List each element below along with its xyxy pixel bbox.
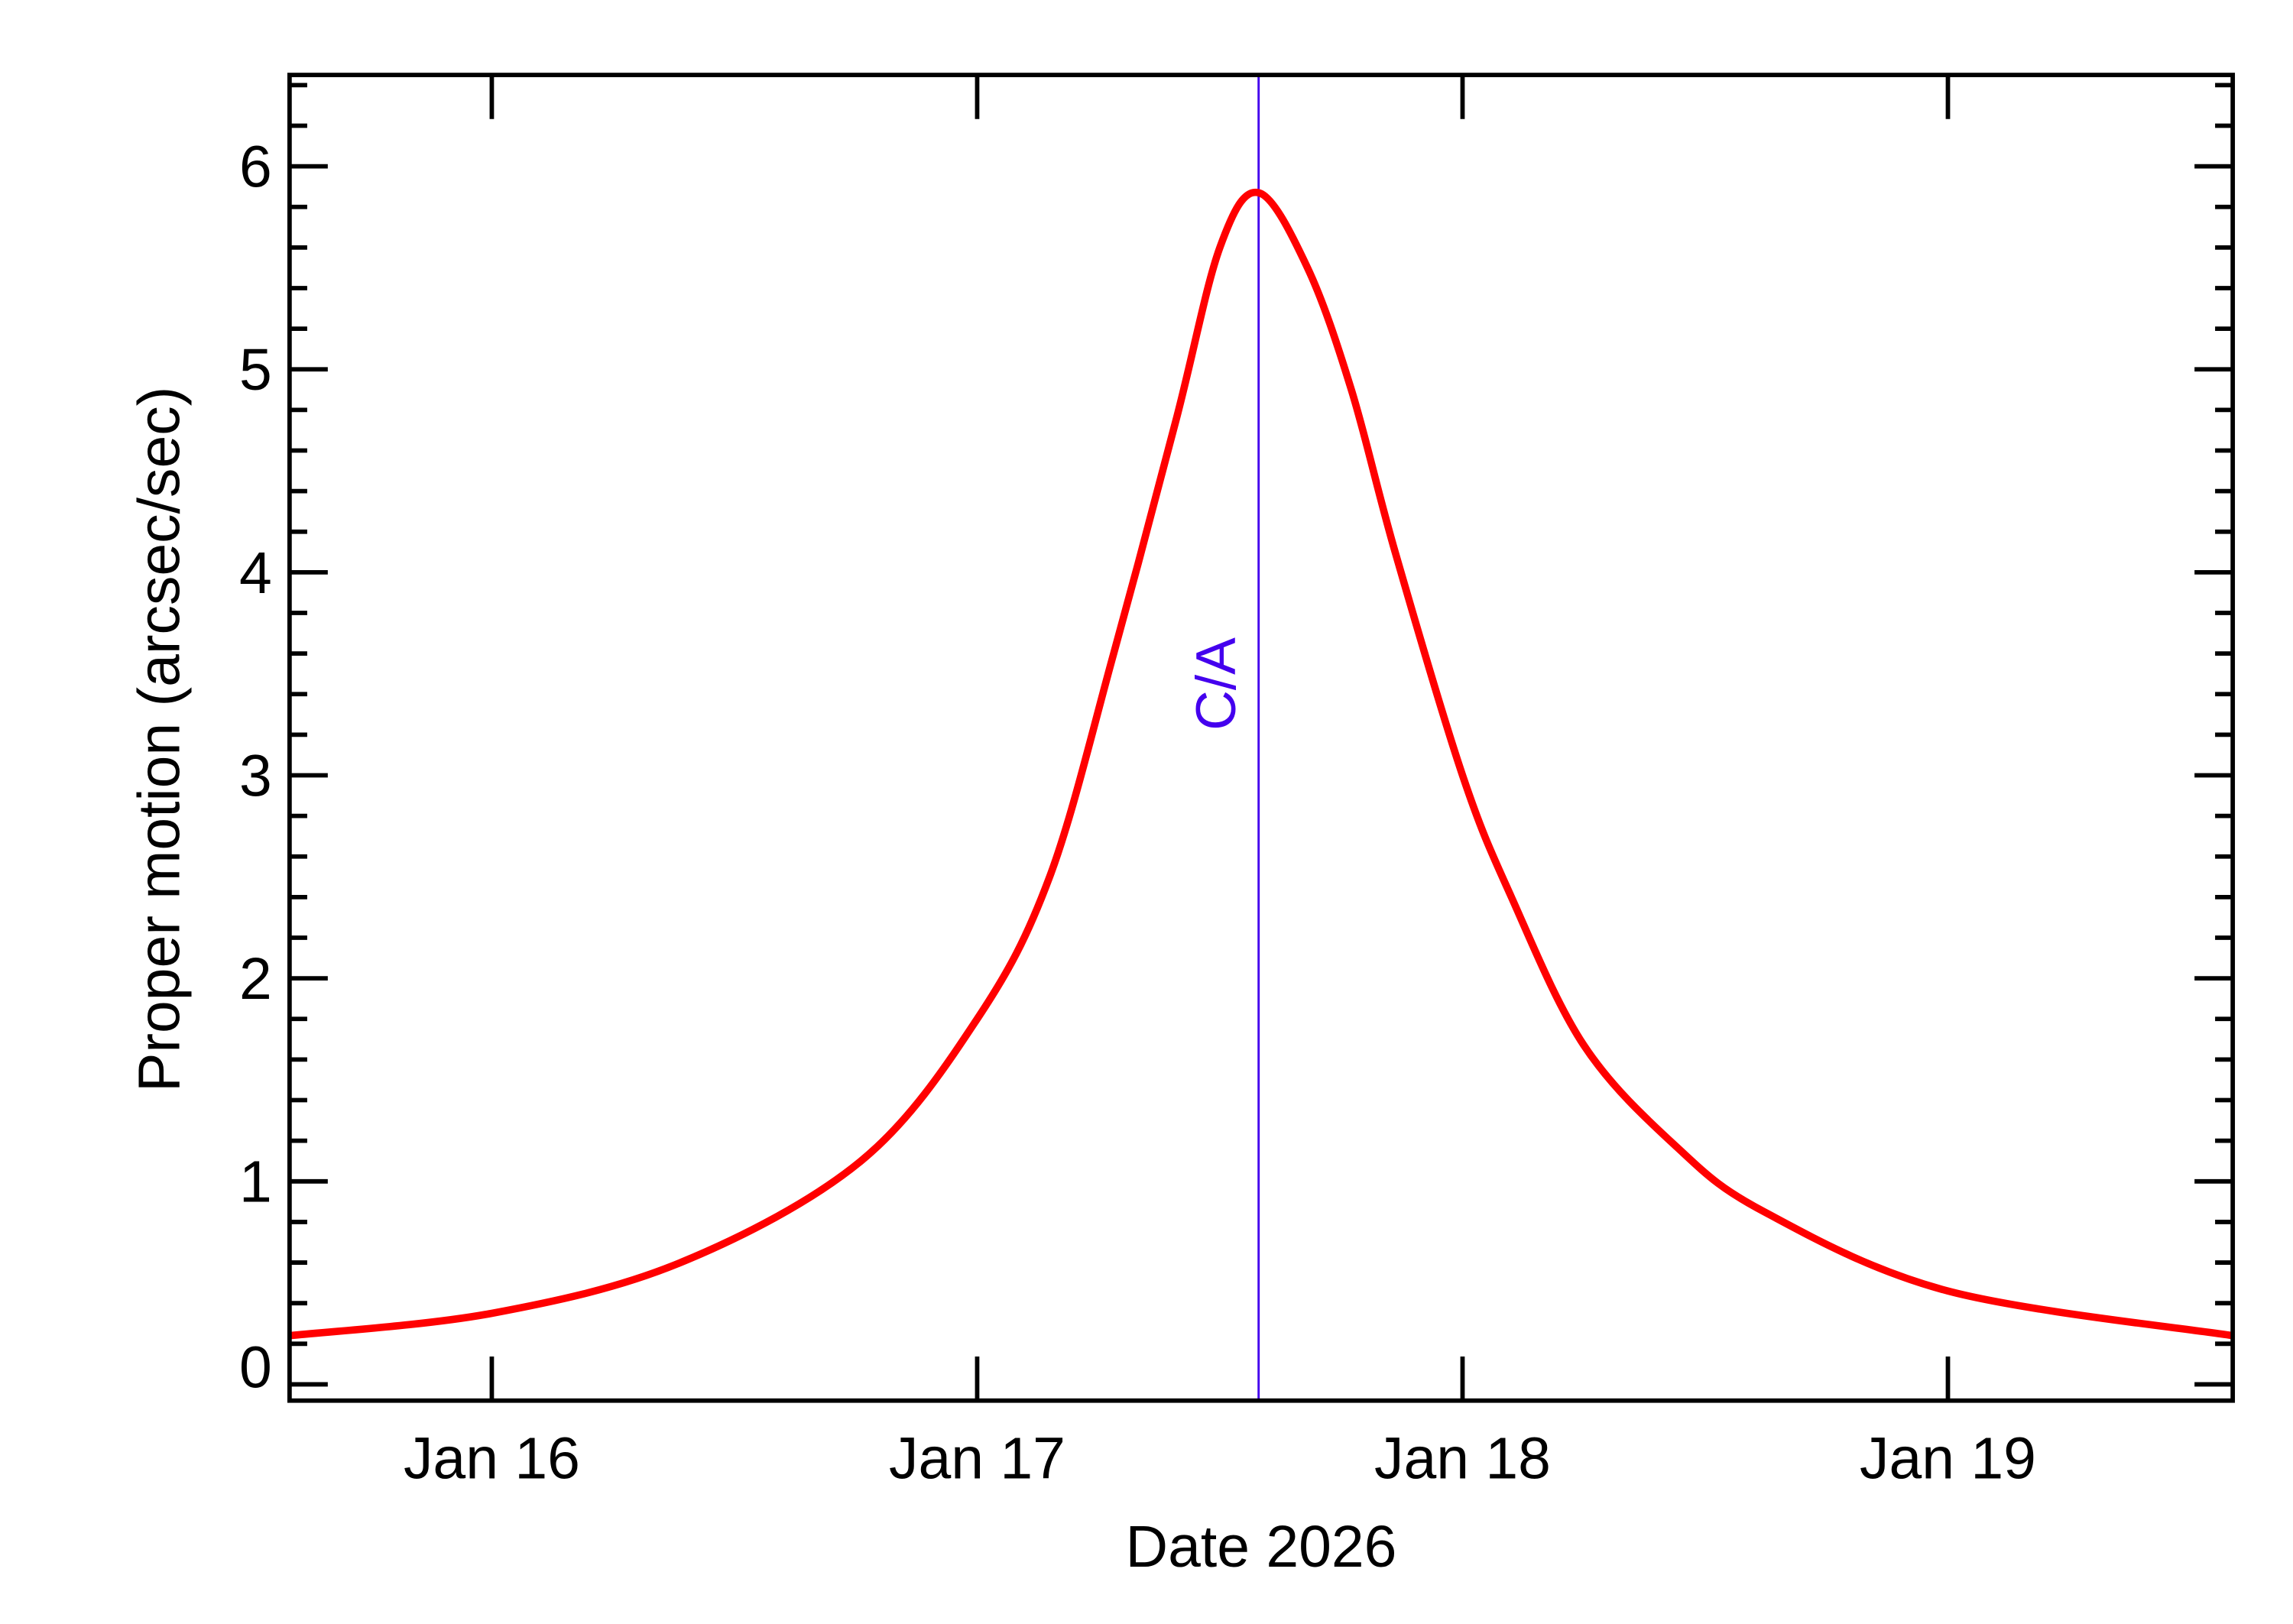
y-tick-label: 4 xyxy=(239,540,272,606)
y-tick-label: 1 xyxy=(239,1149,272,1215)
y-tick-label: 6 xyxy=(239,135,272,200)
x-axis-label: Date 2026 xyxy=(1126,1514,1397,1580)
plot-frame xyxy=(287,73,2236,1403)
y-tick-labels: 0 1 2 3 4 5 6 xyxy=(239,135,272,1401)
x-tick-label: Jan 16 xyxy=(404,1426,580,1492)
proper-motion-curve xyxy=(289,188,2233,1340)
x-tick-label: Jan 17 xyxy=(889,1426,1065,1492)
y-tick-label: 2 xyxy=(239,946,272,1012)
y-tick-label: 5 xyxy=(239,337,272,403)
x-tick-label: Jan 19 xyxy=(1860,1426,2036,1492)
x-tick-labels: Jan 16 Jan 17 Jan 18 Jan 19 xyxy=(404,1426,2036,1492)
y-tick-label: 0 xyxy=(239,1334,272,1400)
closest-approach-label: C/A xyxy=(1185,637,1247,731)
x-tick-label: Jan 18 xyxy=(1374,1426,1551,1492)
y-tick-label: 3 xyxy=(239,743,272,809)
axis-ticks xyxy=(289,75,2233,1401)
y-axis-label: Proper motion (arcsec/sec) xyxy=(127,387,193,1092)
